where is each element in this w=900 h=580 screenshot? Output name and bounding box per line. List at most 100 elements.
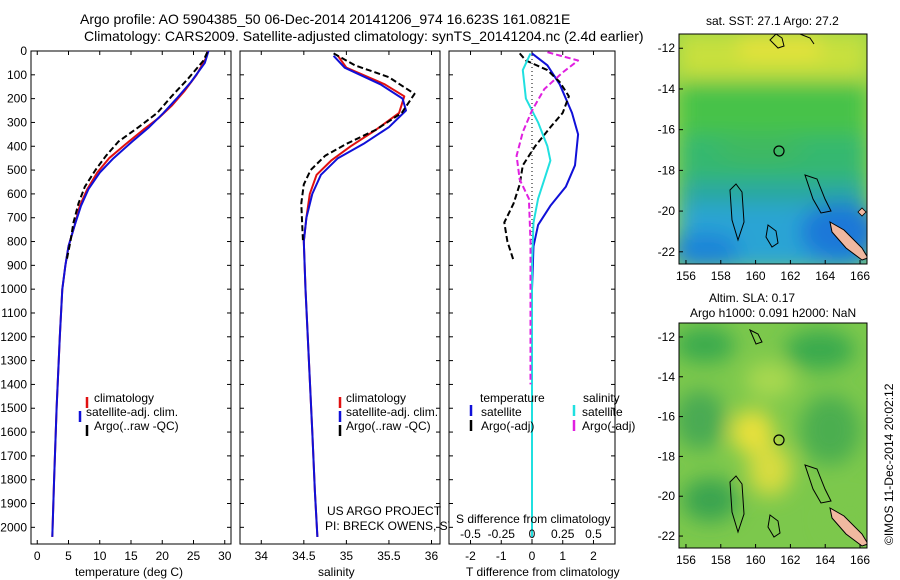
depth-tick-label: 1500 [0,401,27,415]
x-tick-label: 5 [65,549,72,563]
s-difference-tick-label: -0.5 [460,527,481,541]
salinity-xlabel: salinity [318,565,355,579]
latitude-tick-label: -20 [658,489,676,503]
salinity-axis-ticks: 34 34.5 35 35.5 36 [240,50,440,563]
latitude-tick-label: -22 [658,529,676,543]
depth-tick-label: 400 [7,139,27,153]
legend-label-argo: Argo(..raw -QC) [346,419,431,433]
x-tick-label: 1 [559,549,566,563]
salinity-axes-frame [239,50,441,545]
legend-label-climatology: climatology [94,391,154,405]
s-difference-tick-label: 0.25 [551,527,575,541]
argo-location-marker [773,145,785,157]
x-tick-label: 15 [124,549,138,563]
x-tick-label: 0 [529,549,536,563]
depth-tick-label: 1400 [0,377,27,391]
sla-map: Altim. SLA: 0.17 Argo h1000: 0.091 h2000… [658,291,871,567]
longitude-tick-label: 158 [711,553,731,567]
depth-tick-label: 1700 [0,449,27,463]
sst-title: sat. SST: 27.1 Argo: 27.2 [706,14,839,28]
sla-title-2: Argo h1000: 0.091 h2000: NaN [690,306,856,320]
latitude-tick-label: -14 [658,370,676,384]
series-satellite-adj-clim [51,51,210,537]
depth-tick-label: 100 [7,68,27,82]
series-argo-raw-qc [300,52,416,242]
x-tick-label: 34 [255,549,269,563]
depth-tick-label: 1200 [0,330,27,344]
imos-timestamp: ©IMOS 11-Dec-2014 20:02:12 [882,383,896,545]
sla-frame [678,322,868,549]
depth-tick-label: 1600 [0,425,27,439]
latitude-tick-label: -22 [658,245,676,259]
legend-label-satellite: satellite-adj. clim. [346,405,438,419]
legend-header-salinity: salinity [583,391,620,405]
longitude-tick-label: 160 [746,269,766,283]
x-tick-label: 0 [34,549,41,563]
sst-map: sat. SST: 27.1 Argo: 27.2 [658,14,871,283]
latitude-tick-label: -16 [658,123,676,137]
sst-axis-ticks: 156 158 160 162 164 166 -12 -14 -16 -18 -20 -22 [658,41,871,283]
sla-field [679,323,867,548]
legend-label-s-argo: Argo(-adj) [582,419,635,433]
legend-label-t-satellite: satellite [481,405,522,419]
title-line-1: Argo profile: AO 5904385_50 06-Dec-2014 … [80,11,570,27]
depth-tick-label: 700 [7,211,27,225]
longitude-tick-label: 162 [780,553,800,567]
x-tick-label: 25 [187,549,201,563]
longitude-tick-label: 166 [850,553,870,567]
longitude-tick-label: 156 [676,269,696,283]
x-tick-label: 35.5 [377,549,401,563]
latitude-tick-label: -12 [658,330,676,344]
s-difference-tick-label: 0 [529,527,536,541]
difference-axis-ticks: -2 -1 0 1 2 [449,50,615,563]
sla-title-1: Altim. SLA: 0.17 [709,291,795,305]
legend-label-satellite: satellite-adj. clim. [86,405,178,419]
legend-label-climatology: climatology [346,391,406,405]
longitude-tick-label: 164 [815,553,835,567]
temperature-xlabel: temperature (deg C) [75,565,183,579]
temperature-legend: climatology satellite-adj. clim. Argo(..… [78,391,179,436]
latitude-tick-label: -14 [658,82,676,96]
depth-tick-label: 800 [7,235,27,249]
temperature-axis-ticks: 0100200300400500600700800900100011001200… [0,44,231,563]
legend-header-temperature: temperature [480,391,545,405]
depth-tick-label: 600 [7,187,27,201]
s-difference-label: S difference from climatology [456,512,611,526]
series-satellite-adj-clim [302,55,407,537]
temperature-panel: 0100200300400500600700800900100011001200… [0,44,231,579]
sst-frame [678,33,868,265]
latitude-tick-label: -12 [658,41,676,55]
latitude-tick-label: -18 [658,449,676,463]
longitude-tick-label: 164 [815,269,835,283]
longitude-tick-label: 162 [780,269,800,283]
salinity-series [300,52,416,537]
depth-tick-label: 2000 [0,520,27,534]
depth-tick-label: 500 [7,163,27,177]
legend-label-t-argo: Argo(-adj) [481,419,534,433]
depth-tick-label: 200 [7,92,27,106]
depth-tick-label: 900 [7,258,27,272]
legend-label-s-satellite: satellite [582,405,623,419]
x-tick-label: 2 [590,549,597,563]
depth-tick-label: 1100 [1,306,27,320]
depth-tick-label: 0 [20,44,27,58]
x-tick-label: 34.5 [292,549,316,563]
legend-label-argo: Argo(..raw -QC) [94,419,179,433]
series-argo-raw-qc [65,51,209,261]
salinity-panel: 34 34.5 35 35.5 36 salinity climatology sate… [239,50,605,579]
sla-axis-ticks: 156 158 160 162 164 166 -12 -14 -16 -18 -20 -22 [658,330,871,567]
latitude-tick-label: -20 [658,204,676,218]
difference-legend: temperature salinity satellite Argo(-adj… [469,391,635,433]
title-line-2: Climatology: CARS2009. Satellite-adjuste… [84,28,644,44]
depth-tick-label: 300 [7,115,27,129]
s-difference-tick-label: 0.5 [585,527,602,541]
s-difference-tick-label: -0.25 [488,527,516,541]
temperature-series [51,51,210,537]
depth-tick-label: 1800 [0,473,27,487]
series-s-satellite [521,52,552,537]
series-t-argo-adj [503,52,570,261]
longitude-tick-label: 166 [850,269,870,283]
argo-location-marker [773,434,785,446]
longitude-tick-label: 158 [711,269,731,283]
